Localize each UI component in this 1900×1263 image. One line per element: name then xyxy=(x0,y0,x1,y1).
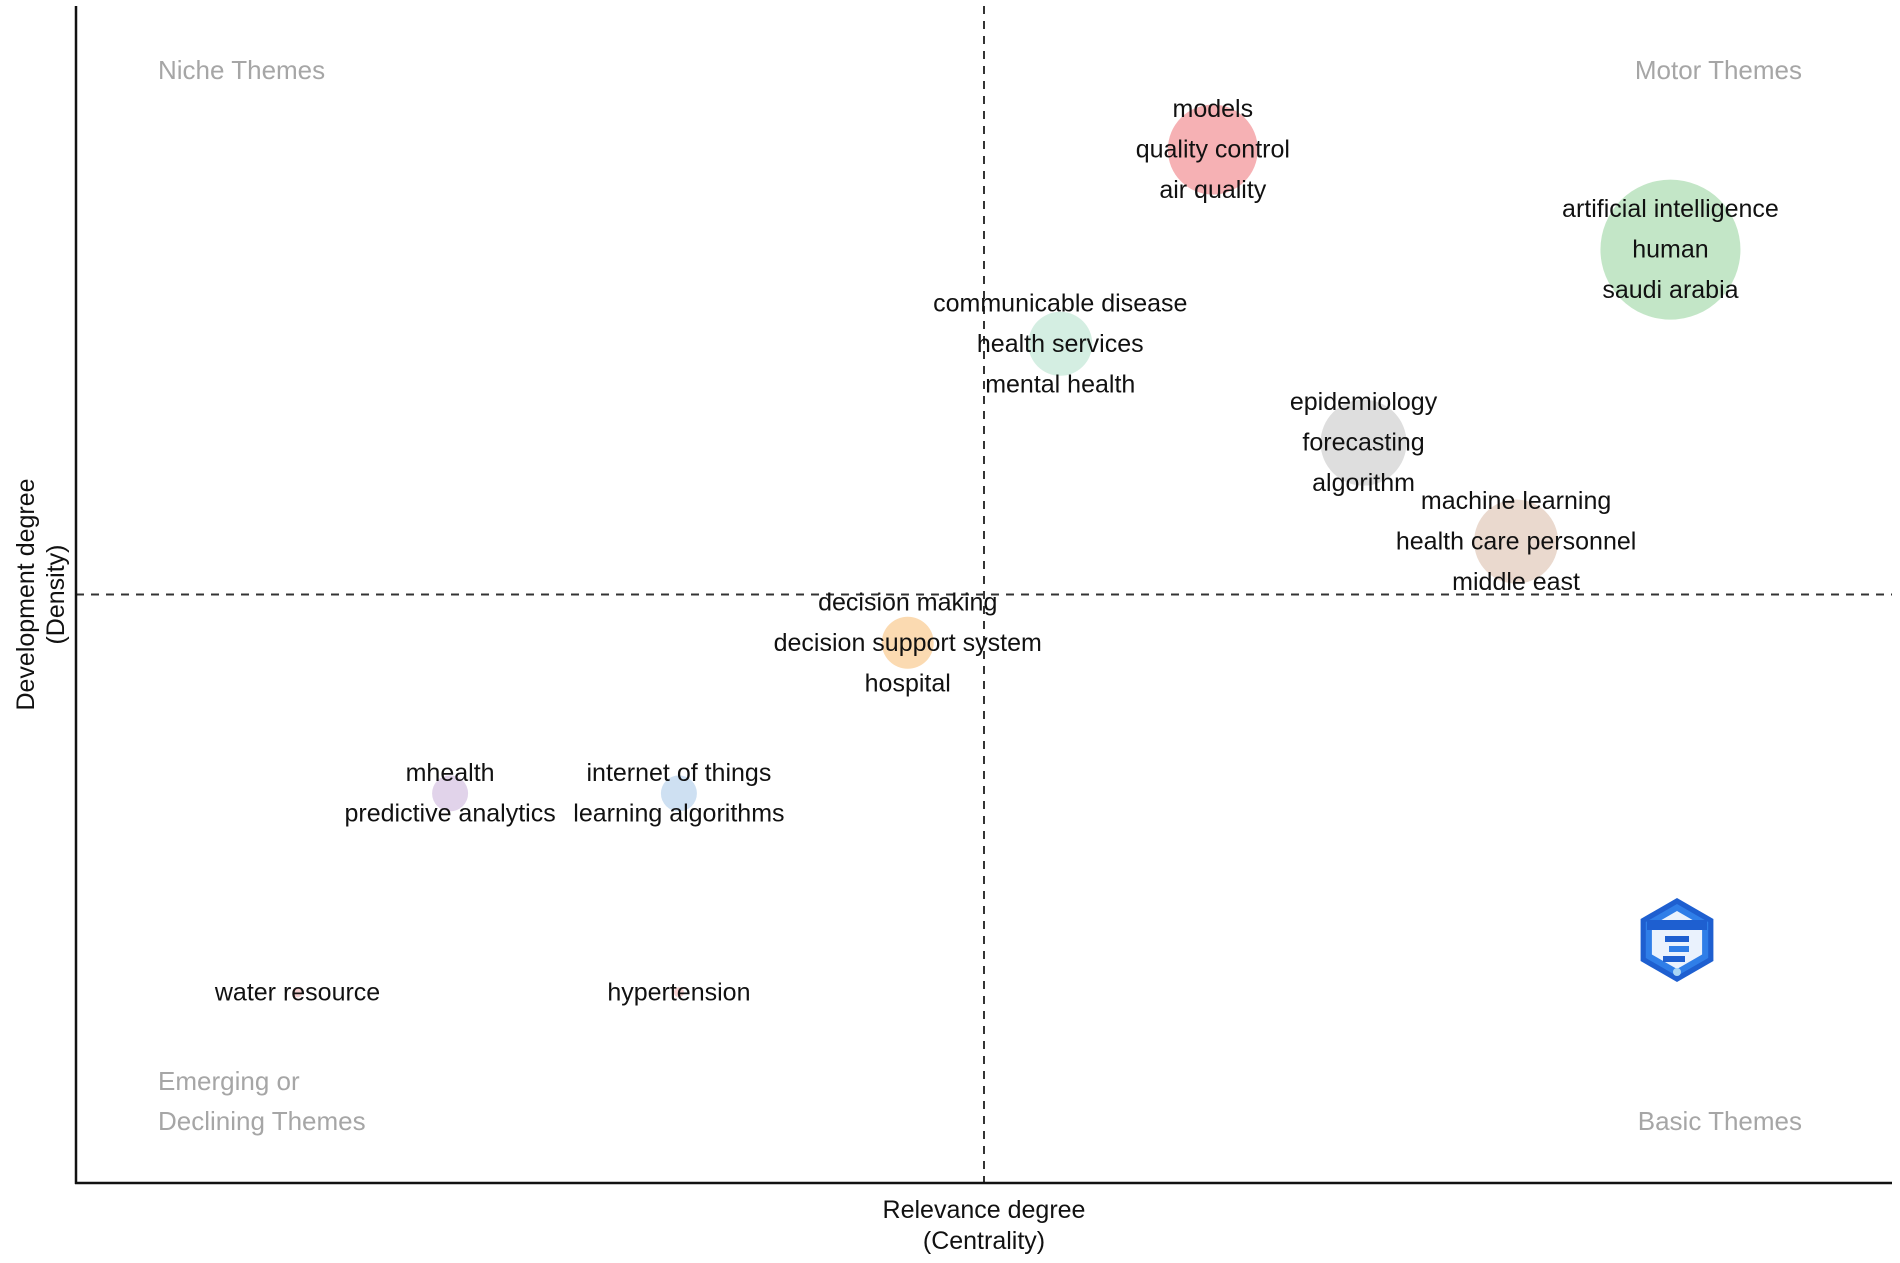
y-axis-title: Development degree xyxy=(12,478,40,710)
bubble-hypertension xyxy=(673,987,684,998)
quadrant-label-emerging: Declining Themes xyxy=(158,1106,366,1136)
quadrant-dividers xyxy=(76,6,1892,1183)
cluster-label-models: air quality xyxy=(1159,176,1266,204)
logo-banner-icon xyxy=(1647,920,1707,930)
logo-bar-3-icon xyxy=(1663,956,1685,962)
cluster-label-epidemiology: forecasting xyxy=(1302,429,1424,457)
cluster-label-decision-making: decision support system xyxy=(774,629,1042,657)
bibliometrix-logo xyxy=(1640,898,1714,982)
bubble-mhealth xyxy=(432,775,469,812)
x-axis-title: Relevance degree xyxy=(883,1196,1086,1224)
logo-bar-1-icon xyxy=(1665,936,1689,942)
cluster-label-internet-of-things: learning algorithms xyxy=(573,800,784,828)
bubbles-layer xyxy=(292,104,1741,998)
cluster-label-artificial-intelligence: human xyxy=(1632,236,1708,264)
cluster-label-communicable-disease: health services xyxy=(977,330,1144,358)
axes xyxy=(74,6,1892,1185)
cluster-label-mhealth: predictive analytics xyxy=(344,800,555,828)
bubble-epidemiology xyxy=(1320,399,1407,486)
axis-titles: Relevance degree (Centrality) Development … xyxy=(12,478,1085,1255)
cluster-label-communicable-disease: mental health xyxy=(985,370,1135,398)
bubble-communicable-disease xyxy=(1028,311,1093,376)
cluster-label-epidemiology: epidemiology xyxy=(1290,388,1438,416)
bubble-machine-learning xyxy=(1474,499,1559,584)
quadrant-label-emerging: Emerging or xyxy=(158,1066,300,1096)
cluster-label-internet-of-things: internet of things xyxy=(586,759,771,787)
x-axis-title: (Centrality) xyxy=(923,1227,1045,1255)
cluster-label-mhealth: mhealth xyxy=(406,759,495,787)
cluster-label-decision-making: decision making xyxy=(818,588,997,616)
cluster-label-machine-learning: health care personnel xyxy=(1396,528,1636,556)
quadrant-label-niche: Niche Themes xyxy=(158,55,325,85)
quadrant-label-basic: Basic Themes xyxy=(1638,1106,1802,1136)
quadrant-labels: Niche Themes Motor Themes Emerging or Decli… xyxy=(158,55,1802,1136)
cluster-label-models: quality control xyxy=(1136,136,1290,164)
cluster-labels: models quality control air quality artifici… xyxy=(214,95,1779,1006)
quadrant-label-motor: Motor Themes xyxy=(1635,55,1802,85)
bubble-decision-making xyxy=(881,616,934,669)
cluster-label-hypertension: hypertension xyxy=(607,978,750,1006)
cluster-label-communicable-disease: communicable disease xyxy=(933,289,1187,317)
cluster-label-artificial-intelligence: saudi arabia xyxy=(1602,276,1738,304)
cluster-label-artificial-intelligence: artificial intelligence xyxy=(1562,195,1779,223)
cluster-label-water-resource: water resource xyxy=(214,978,380,1006)
logo-dot-icon xyxy=(1673,968,1681,976)
bubble-artificial-intelligence xyxy=(1600,179,1741,320)
cluster-label-machine-learning: middle east xyxy=(1452,568,1580,596)
cluster-label-models: models xyxy=(1173,95,1254,123)
logo-bar-2-icon xyxy=(1669,946,1689,952)
cluster-label-epidemiology: algorithm xyxy=(1312,469,1415,497)
cluster-label-machine-learning: machine learning xyxy=(1421,487,1611,515)
y-axis-title: (Density) xyxy=(42,544,70,644)
bubble-models xyxy=(1167,104,1258,195)
bubble-water-resource xyxy=(292,987,303,998)
cluster-label-decision-making: hospital xyxy=(865,669,951,697)
bubble-internet-of-things xyxy=(660,775,697,812)
